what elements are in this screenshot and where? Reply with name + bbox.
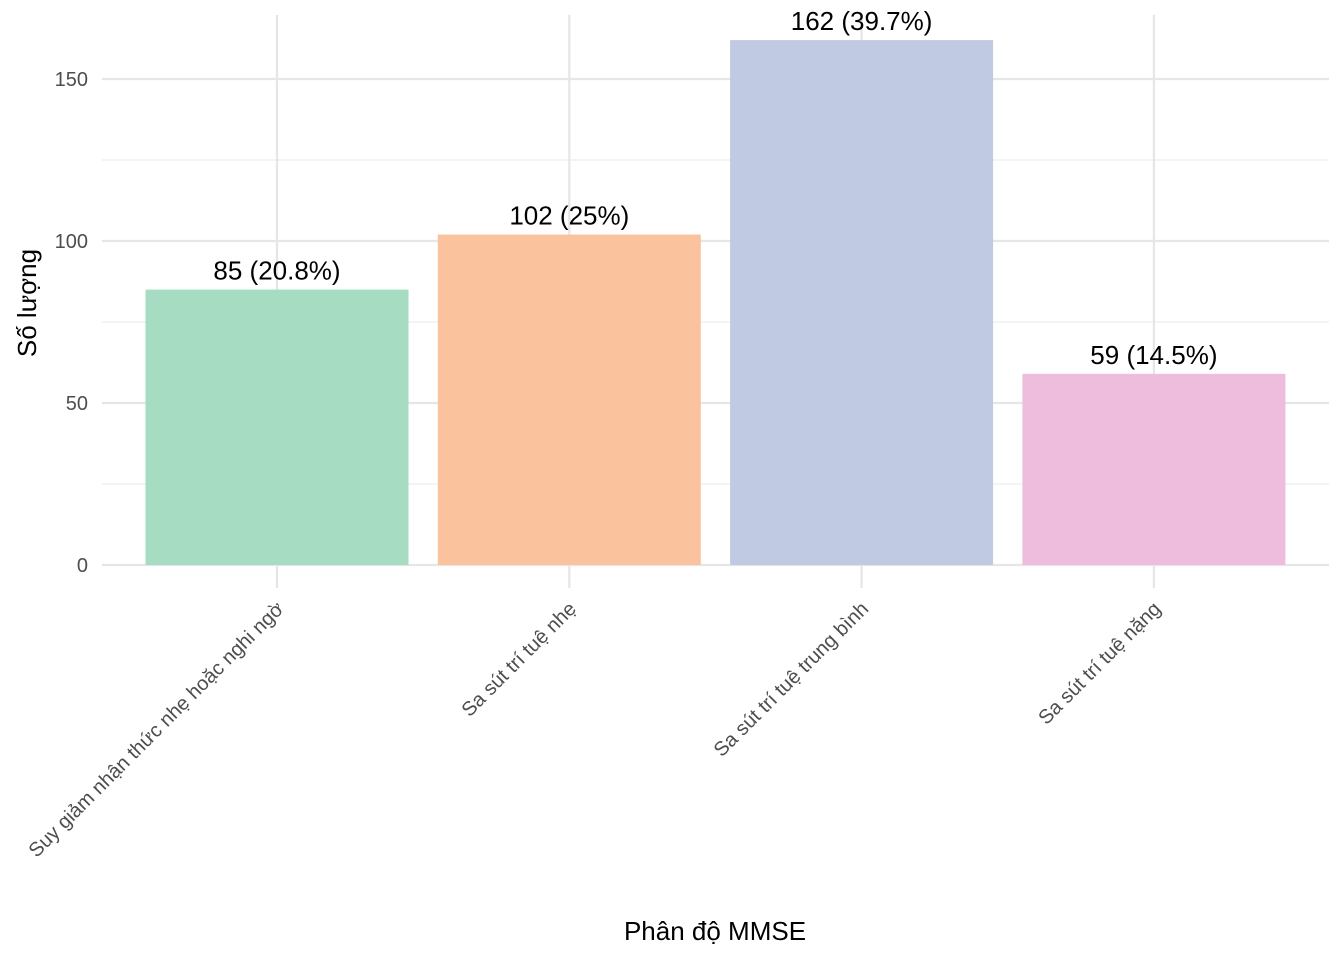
y-tick-label: 0 (77, 555, 88, 577)
y-tick-label: 100 (55, 231, 88, 253)
bar (1022, 373, 1286, 565)
y-tick-label: 150 (55, 69, 88, 91)
x-axis-title: Phân độ MMSE (624, 916, 806, 946)
x-tick-label: Sa sút trí tuệ nhẹ (458, 598, 581, 721)
x-tick-label: Sa sút trí tuệ trung bình (710, 598, 873, 761)
y-tick-label: 50 (66, 393, 88, 415)
data-label: 162 (39.7%) (791, 6, 933, 36)
x-axis-ticks: Suy giảm nhận thức nhẹ hoặc nghi ngờ Sa s… (25, 598, 1166, 862)
data-label: 59 (14.5%) (1090, 340, 1217, 370)
bar (145, 289, 409, 565)
x-tick-label: Sa sút trí tuệ nặng (1034, 598, 1165, 729)
bars (145, 40, 1286, 566)
y-axis-title: Số lượng (12, 249, 42, 357)
data-label: 85 (20.8%) (213, 256, 340, 286)
data-label: 102 (25%) (509, 201, 629, 231)
x-tick-label: Suy giảm nhận thức nhẹ hoặc nghi ngờ (25, 598, 289, 862)
data-labels: 85 (20.8%) 102 (25%) 162 (39.7%) 59 (14.5%) (213, 6, 1217, 370)
bar (730, 40, 994, 566)
bar (437, 234, 701, 565)
y-axis-ticks: 0 50 100 150 (55, 69, 88, 577)
